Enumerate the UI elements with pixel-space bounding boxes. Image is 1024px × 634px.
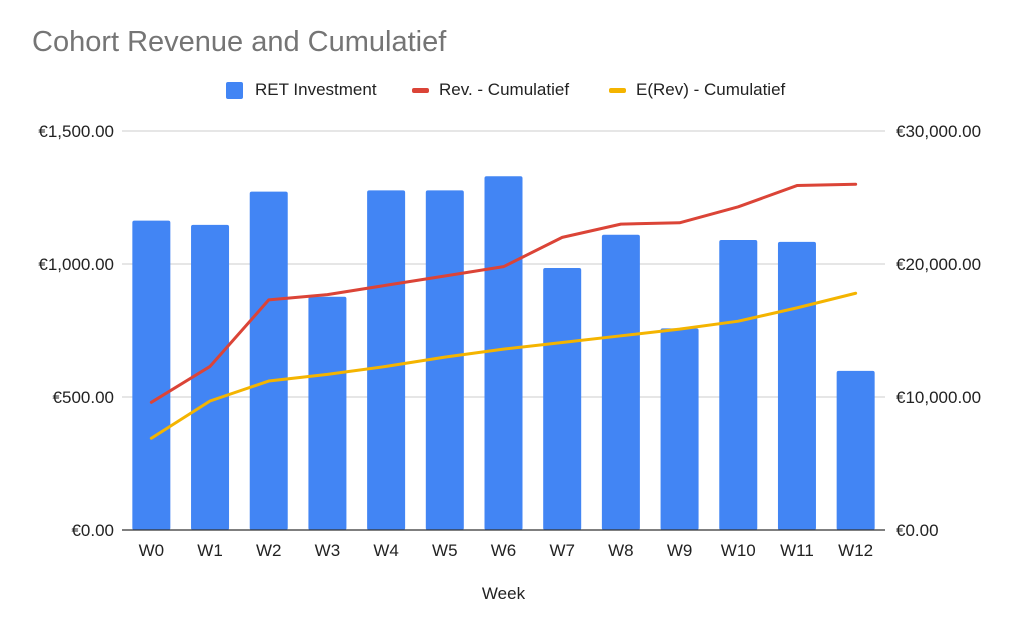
y-tick-label-left: €1,000.00: [38, 255, 114, 274]
legend-swatch-erev-cumulatief: [609, 87, 626, 93]
bar-ret-investment: [777, 241, 816, 530]
x-tick-label: W2: [256, 541, 282, 560]
x-tick-label: W8: [608, 541, 634, 560]
x-tick-label: W5: [432, 541, 458, 560]
x-tick-label: W1: [197, 541, 223, 560]
x-tick-label: W12: [838, 541, 873, 560]
chart-title: Cohort Revenue and Cumulatief: [32, 26, 447, 58]
x-tick-label: W7: [549, 541, 575, 560]
bar-ret-investment: [191, 224, 230, 530]
bar-ret-investment: [836, 370, 875, 530]
y-tick-label-right: €20,000.00: [896, 255, 981, 274]
bar-ret-investment: [308, 296, 347, 530]
legend-item-ret-investment[interactable]: RET Investment: [226, 80, 377, 100]
legend-item-erev-cumulatief[interactable]: E(Rev) - Cumulatief: [609, 80, 785, 100]
x-tick-label: W9: [667, 541, 693, 560]
y-tick-label-right: €30,000.00: [896, 122, 981, 141]
bar-ret-investment: [543, 267, 582, 530]
y-tick-label-left: €1,500.00: [38, 122, 114, 141]
bar-ret-investment: [249, 191, 288, 530]
legend-label-erev-cumulatief: E(Rev) - Cumulatief: [636, 80, 786, 99]
x-tick-label: W4: [373, 541, 399, 560]
x-tick-label: W11: [780, 541, 814, 560]
bar-ret-investment: [601, 234, 640, 531]
y-tick-label-left: €500.00: [53, 388, 114, 407]
y-tick-label-right: €0.00: [896, 521, 939, 540]
bar-ret-investment: [484, 176, 523, 530]
bar-ret-investment: [660, 328, 699, 530]
y-tick-label-right: €10,000.00: [896, 388, 981, 407]
x-tick-label: W10: [721, 541, 756, 560]
legend-swatch-rev-cumulatief: [412, 87, 429, 93]
legend-label-ret-investment: RET Investment: [255, 80, 377, 99]
legend-label-rev-cumulatief: Rev. - Cumulatief: [439, 80, 570, 99]
legend-swatch-ret-investment: [226, 81, 243, 99]
line-erev-cumulatief: [149, 291, 858, 440]
x-tick-label: W3: [315, 541, 341, 560]
line-rev-cumulatief: [149, 182, 858, 404]
x-tick-label: W0: [139, 541, 165, 560]
legend-item-rev-cumulatief[interactable]: Rev. - Cumulatief: [412, 80, 569, 100]
x-axis-title: Week: [482, 584, 526, 603]
x-tick-label: W6: [491, 541, 517, 560]
legend: RET Investment Rev. - Cumulatief E(Rev) …: [0, 80, 1024, 106]
bar-ret-investment: [367, 190, 406, 530]
y-tick-label-left: €0.00: [71, 521, 114, 540]
bar-ret-investment: [132, 220, 171, 530]
bar-ret-investment: [719, 240, 758, 530]
